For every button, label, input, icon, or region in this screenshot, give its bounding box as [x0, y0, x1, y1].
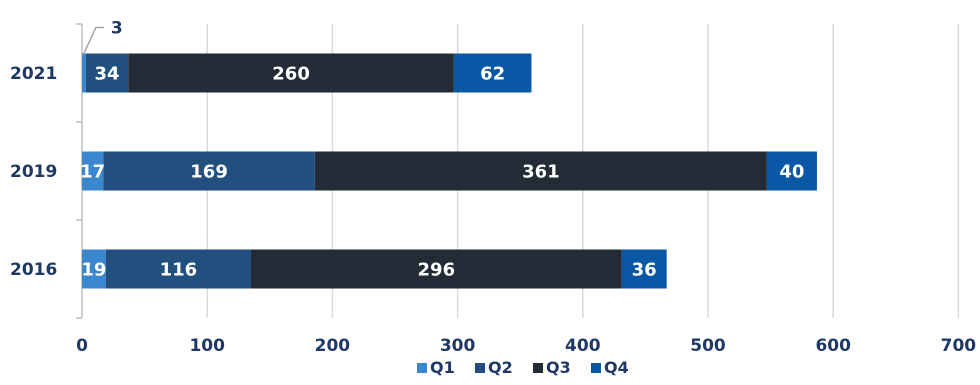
x-tick-labels: 0 100 200 300 400 500 600 700	[76, 336, 976, 356]
data-label: 3	[111, 19, 123, 39]
data-label: 62	[480, 64, 505, 85]
data-label: 17	[80, 162, 105, 183]
category-label: 2019	[10, 162, 57, 182]
bar-q1-2021	[82, 53, 86, 93]
category-label: 2021	[10, 64, 57, 84]
x-tick-label: 300	[440, 336, 476, 356]
bar-q2-2021	[85, 53, 129, 93]
data-label: 260	[272, 64, 310, 85]
data-label: 116	[160, 260, 198, 281]
bar-q2-2019	[103, 151, 315, 191]
x-tick-label: 0	[76, 336, 88, 356]
data-label: 36	[632, 260, 657, 281]
bar-q2-2016	[105, 249, 252, 289]
legend-label-q3: Q3	[546, 358, 571, 377]
legend-swatch-q2	[475, 363, 485, 373]
legend-label-q4: Q4	[604, 358, 629, 377]
x-tick-label: 500	[690, 336, 726, 356]
bar-q4-2019	[766, 151, 817, 191]
data-label: 40	[779, 162, 804, 183]
bar-q4-2021	[453, 53, 532, 93]
legend-swatch-q3	[533, 363, 543, 373]
data-label: 19	[81, 260, 106, 281]
data-labels: 3 34 260 62 17 169 361 40 19 116 296 36	[80, 19, 804, 281]
bar-q3-2016	[251, 249, 622, 289]
legend-label-q1: Q1	[430, 358, 455, 377]
data-label: 361	[522, 162, 560, 183]
bar-q3-2019	[314, 151, 767, 191]
category-labels: 2021 2019 2016	[10, 64, 57, 280]
x-tick-label: 100	[189, 336, 225, 356]
x-tick-label: 600	[815, 336, 851, 356]
legend-label-q2: Q2	[488, 358, 513, 377]
x-tick-label: 400	[565, 336, 601, 356]
data-label-leader	[83, 26, 104, 54]
legend-swatch-q1	[417, 363, 427, 373]
bar-q1-2019	[82, 151, 104, 191]
x-tick-label: 200	[315, 336, 351, 356]
legend: Q1 Q2 Q3 Q4	[417, 358, 629, 377]
data-label: 296	[418, 260, 456, 281]
bar-segments	[82, 53, 817, 289]
category-label: 2016	[10, 260, 57, 280]
bar-q3-2021	[128, 53, 454, 93]
data-label: 169	[190, 162, 228, 183]
legend-swatch-q4	[591, 363, 601, 373]
data-label: 34	[95, 64, 120, 85]
x-tick-label: 700	[941, 336, 977, 356]
bar-q1-2016	[82, 249, 106, 289]
bar-q4-2016	[621, 249, 667, 289]
